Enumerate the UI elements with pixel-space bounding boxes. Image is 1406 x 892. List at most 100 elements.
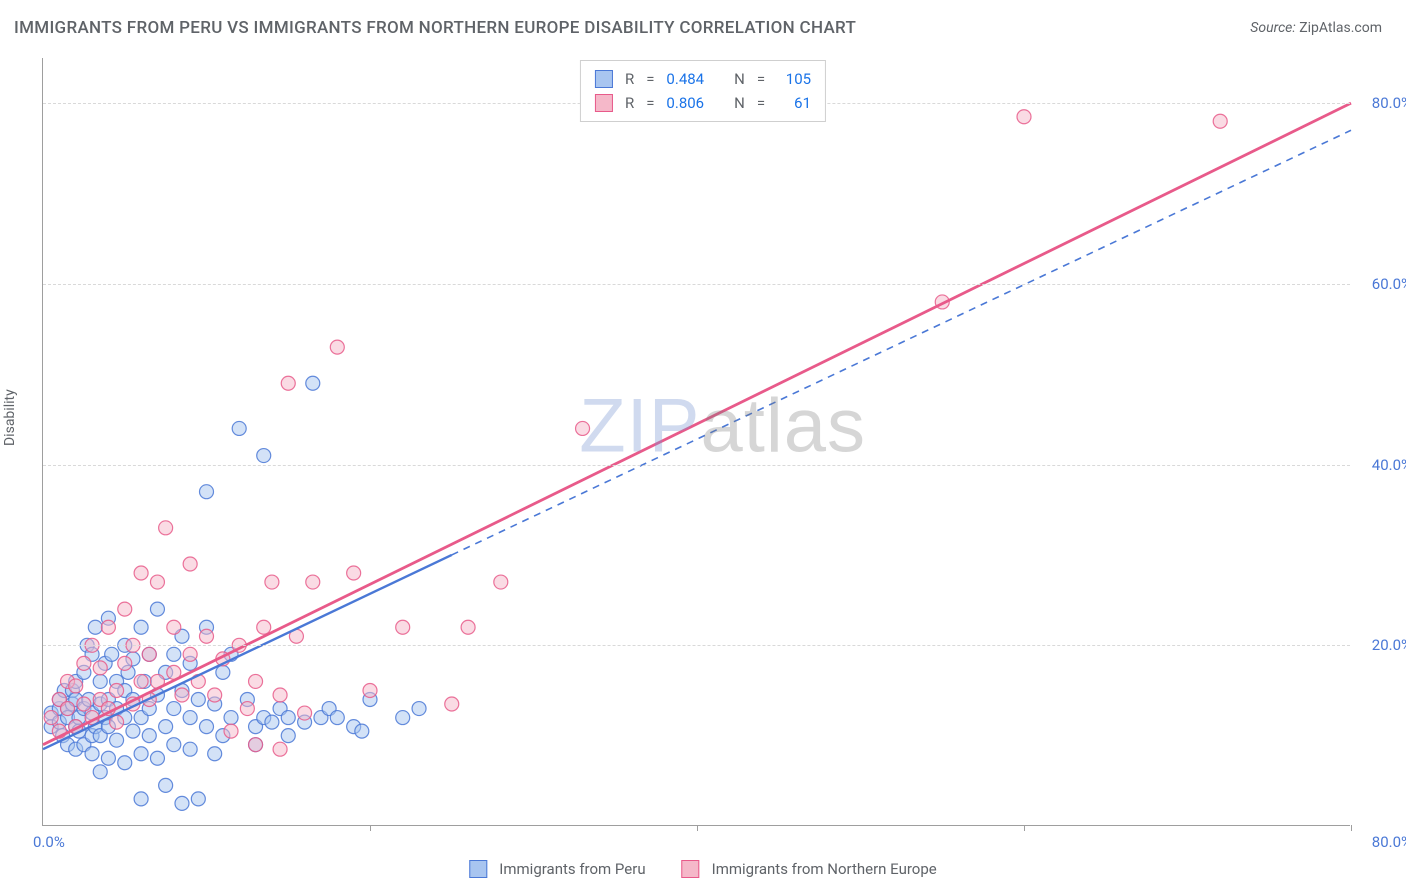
scatter-point-peru xyxy=(232,421,246,435)
scatter-point-peru xyxy=(167,738,181,752)
chart-svg xyxy=(43,58,1350,825)
scatter-point-peru xyxy=(134,747,148,761)
scatter-point-neur xyxy=(69,679,83,693)
scatter-point-neur xyxy=(273,688,287,702)
scatter-point-peru xyxy=(142,729,156,743)
scatter-point-peru xyxy=(105,647,119,661)
scatter-point-neur xyxy=(208,688,222,702)
x-axis-min-label: 0.0% xyxy=(33,833,65,851)
scatter-point-neur xyxy=(101,620,115,634)
legend-N-value: 105 xyxy=(777,67,811,91)
scatter-point-peru xyxy=(281,711,295,725)
scatter-point-neur xyxy=(1213,114,1227,128)
scatter-point-peru xyxy=(110,733,124,747)
legend-R-label: R xyxy=(625,67,634,91)
scatter-point-neur xyxy=(330,340,344,354)
scatter-point-neur xyxy=(249,738,263,752)
legend-N-label: N xyxy=(734,67,745,91)
chart-title: IMMIGRANTS FROM PERU VS IMMIGRANTS FROM … xyxy=(14,18,856,38)
scatter-point-peru xyxy=(200,720,214,734)
y-tick-label: 40.0% xyxy=(1358,456,1406,474)
regression-line-extrapolated-peru xyxy=(452,130,1351,555)
legend-swatch xyxy=(595,94,613,112)
scatter-point-peru xyxy=(306,376,320,390)
scatter-point-neur xyxy=(77,656,91,670)
legend-R-label: R xyxy=(625,91,634,115)
y-axis-label: Disability xyxy=(2,389,18,446)
scatter-point-neur xyxy=(249,674,263,688)
x-tick-mark xyxy=(697,825,698,831)
gridline-h xyxy=(43,645,1350,646)
legend-eq: = xyxy=(757,91,765,115)
scatter-point-neur xyxy=(110,683,124,697)
scatter-point-neur xyxy=(576,421,590,435)
scatter-point-neur xyxy=(118,602,132,616)
stats-legend-row-neur: R=0.806N=61 xyxy=(595,91,811,115)
scatter-point-peru xyxy=(85,747,99,761)
legend-eq: = xyxy=(646,91,654,115)
scatter-point-peru xyxy=(93,674,107,688)
scatter-point-peru xyxy=(330,711,344,725)
scatter-point-neur xyxy=(273,742,287,756)
scatter-point-neur xyxy=(134,566,148,580)
scatter-point-peru xyxy=(396,711,410,725)
y-tick-label: 60.0% xyxy=(1358,275,1406,293)
series-legend-item-neur: Immigrants from Northern Europe xyxy=(682,860,937,878)
scatter-point-neur xyxy=(396,620,410,634)
legend-eq: = xyxy=(646,67,654,91)
scatter-point-peru xyxy=(175,796,189,810)
series-legend-label: Immigrants from Peru xyxy=(499,860,645,878)
gridline-h xyxy=(43,284,1350,285)
scatter-point-neur xyxy=(167,620,181,634)
scatter-point-neur xyxy=(175,688,189,702)
series-legend-label: Immigrants from Northern Europe xyxy=(712,860,937,878)
scatter-point-peru xyxy=(159,778,173,792)
scatter-point-peru xyxy=(265,715,279,729)
y-tick-label: 20.0% xyxy=(1358,636,1406,654)
scatter-point-neur xyxy=(44,711,58,725)
legend-R-value: 0.806 xyxy=(666,91,704,115)
scatter-point-neur xyxy=(200,629,214,643)
scatter-point-neur xyxy=(224,724,238,738)
scatter-point-peru xyxy=(355,724,369,738)
gridline-h xyxy=(43,465,1350,466)
legend-N-value: 61 xyxy=(777,91,811,115)
scatter-point-neur xyxy=(257,620,271,634)
scatter-point-neur xyxy=(77,697,91,711)
scatter-point-peru xyxy=(134,620,148,634)
plot-area: ZIPatlas 0.0% 80.0% 20.0%40.0%60.0%80.0% xyxy=(42,58,1350,826)
scatter-point-neur xyxy=(93,661,107,675)
scatter-point-neur xyxy=(1017,110,1031,124)
scatter-point-peru xyxy=(150,751,164,765)
scatter-point-peru xyxy=(257,449,271,463)
scatter-point-neur xyxy=(461,620,475,634)
stats-legend: R=0.484N=105R=0.806N=61 xyxy=(580,60,826,122)
scatter-point-peru xyxy=(118,756,132,770)
scatter-point-peru xyxy=(224,711,238,725)
scatter-point-peru xyxy=(412,702,426,716)
scatter-point-neur xyxy=(306,575,320,589)
scatter-point-neur xyxy=(240,702,254,716)
scatter-point-peru xyxy=(191,792,205,806)
scatter-point-neur xyxy=(61,702,75,716)
legend-swatch xyxy=(469,860,487,878)
scatter-point-peru xyxy=(93,765,107,779)
scatter-point-neur xyxy=(445,697,459,711)
scatter-point-neur xyxy=(142,647,156,661)
scatter-point-peru xyxy=(159,720,173,734)
legend-eq: = xyxy=(757,67,765,91)
scatter-point-peru xyxy=(183,742,197,756)
scatter-point-neur xyxy=(183,557,197,571)
scatter-point-neur xyxy=(118,656,132,670)
legend-swatch xyxy=(682,860,700,878)
scatter-point-peru xyxy=(200,485,214,499)
legend-R-value: 0.484 xyxy=(666,67,704,91)
source-attribution: Source: ZipAtlas.com xyxy=(1250,20,1382,36)
scatter-point-peru xyxy=(191,693,205,707)
regression-line-peru xyxy=(43,555,452,749)
scatter-point-neur xyxy=(363,683,377,697)
x-tick-mark xyxy=(370,825,371,831)
scatter-point-peru xyxy=(183,711,197,725)
source-name: ZipAtlas.com xyxy=(1299,20,1382,36)
x-axis-max-label: 80.0% xyxy=(1358,833,1406,851)
